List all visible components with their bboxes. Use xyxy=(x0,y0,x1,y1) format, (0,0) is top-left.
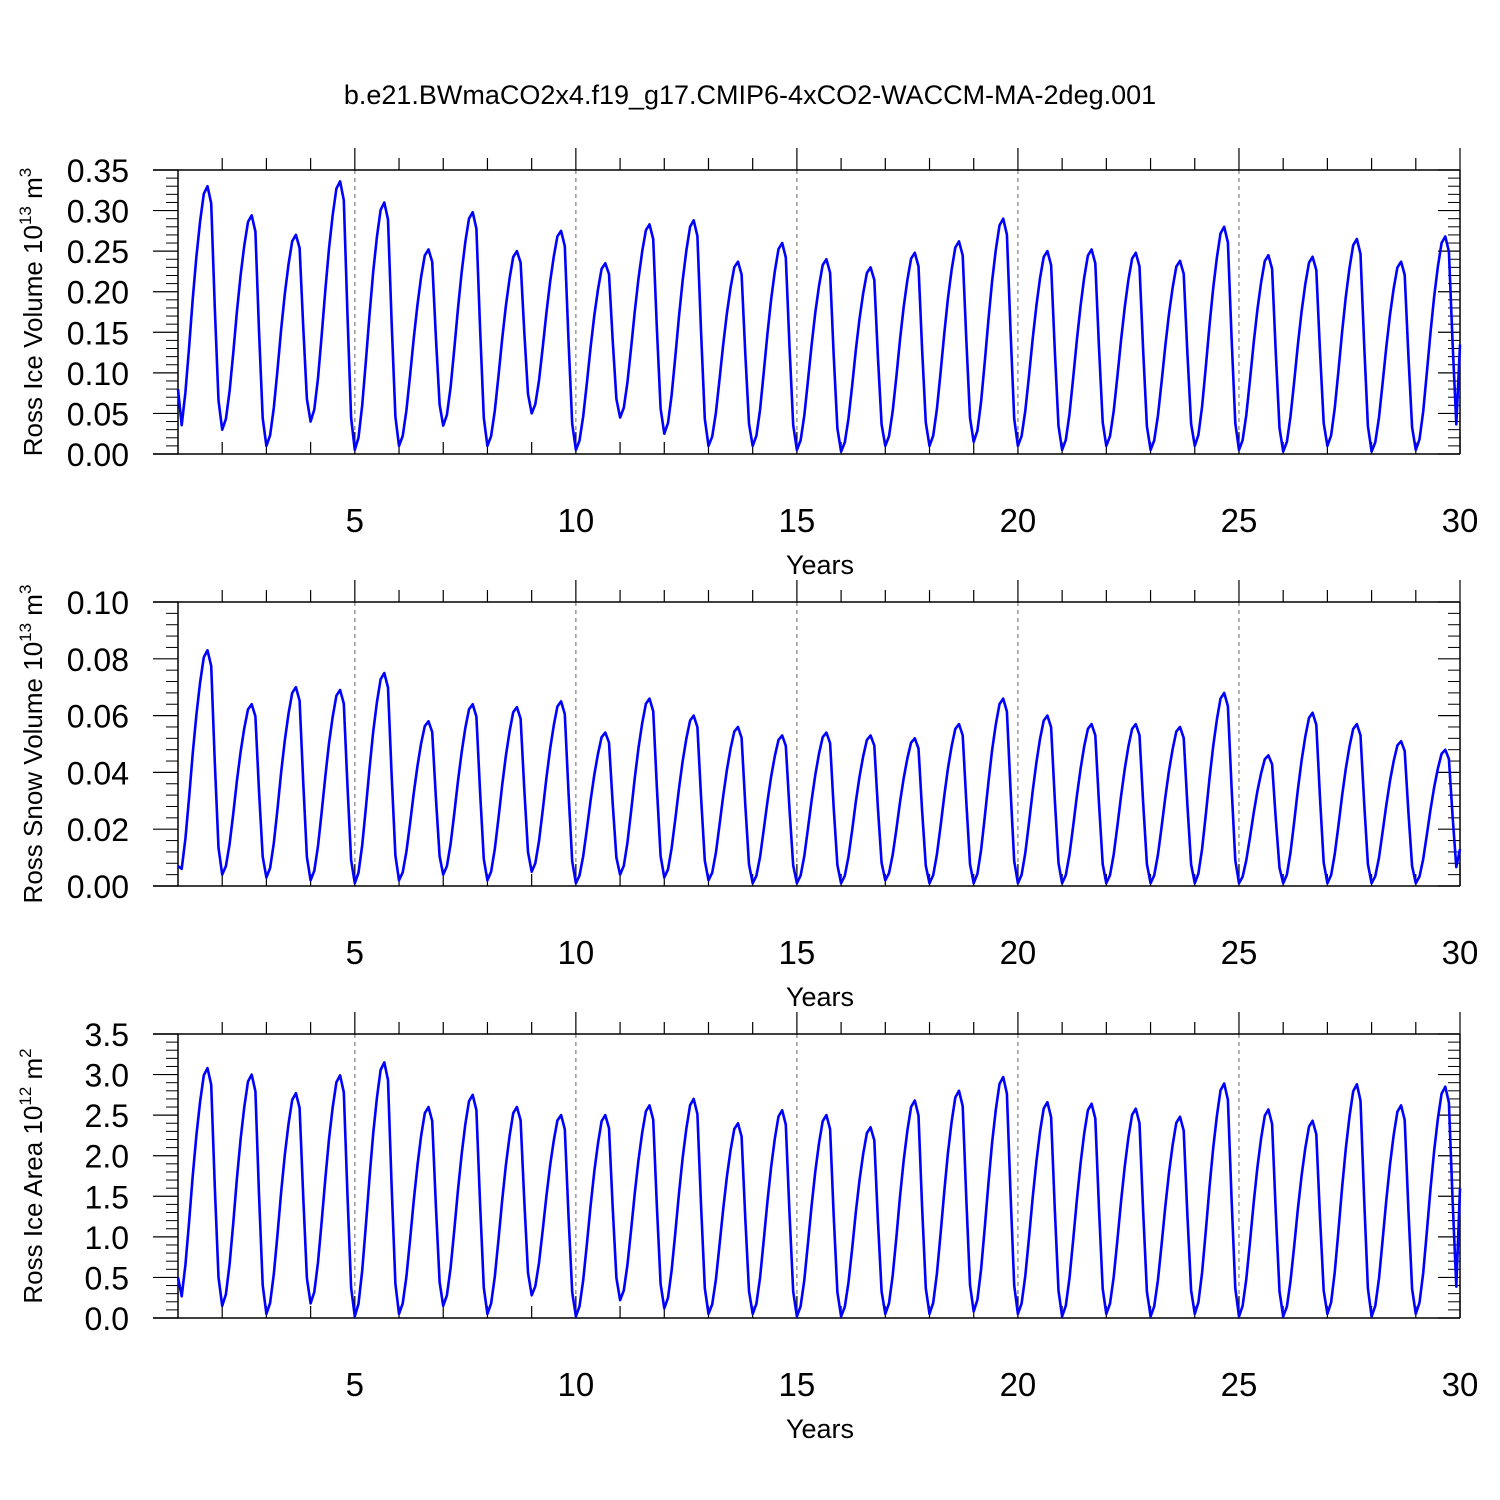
x-tick-label: 10 xyxy=(558,934,595,971)
x-tick-label: 5 xyxy=(346,934,364,971)
y-axis-label: Ross Ice Volume 1013 m3 xyxy=(16,168,48,457)
y-tick-label: 2.0 xyxy=(85,1139,129,1175)
y-axis-label-unit: m xyxy=(18,594,48,623)
y-axis-label-exponent: 12 xyxy=(16,1087,35,1106)
y-axis-label-exponent: 13 xyxy=(16,206,35,225)
y-axis-label-unit-power: 3 xyxy=(16,168,35,177)
y-tick-label: 0.05 xyxy=(67,396,129,432)
x-tick-label: 20 xyxy=(1000,934,1037,971)
x-tick-label: 5 xyxy=(346,1366,364,1403)
y-tick-label: 0.06 xyxy=(67,699,129,735)
y-axis-label: Ross Ice Area 1012 m2 xyxy=(16,1048,48,1303)
y-axis-label-text: Ross Ice Volume 10 xyxy=(18,225,48,456)
x-tick-label: 30 xyxy=(1442,502,1479,539)
x-tick-label: 10 xyxy=(558,502,595,539)
panel-ross-ice-volume: 5 10 15 20 25 30 0.00 0.05 0.10 0.15 0.20 0.25 0.30 0… xyxy=(16,148,1478,580)
y-tick-label: 1.5 xyxy=(85,1179,129,1215)
y-axis-label-exponent: 13 xyxy=(16,623,35,642)
y-tick-label: 0.08 xyxy=(67,642,129,678)
y-tick-label: 0.20 xyxy=(67,275,129,311)
y-tick-label: 0.00 xyxy=(67,437,129,473)
chart-title: b.e21.BWmaCO2x4.f19_g17.CMIP6-4xCO2-WACC… xyxy=(343,80,1157,110)
y-tick-label: 0.04 xyxy=(67,755,129,791)
series-line xyxy=(176,1061,1462,1318)
x-tick-label: 25 xyxy=(1221,934,1258,971)
panel-ross-ice-area: 5 10 15 20 25 30 0.0 0.5 1.0 1.5 2.0 2.5 3.0 3.5 Years… xyxy=(16,1012,1478,1444)
x-tick-label: 20 xyxy=(1000,502,1037,539)
series-line xyxy=(177,649,1462,885)
y-axis-label-unit: m xyxy=(18,1058,48,1087)
y-tick-label: 0.35 xyxy=(67,153,129,189)
y-tick-label: 1.0 xyxy=(85,1220,129,1256)
series-line xyxy=(176,180,1462,453)
y-axis-label-unit-power: 3 xyxy=(16,585,35,594)
y-tick-label: 3.0 xyxy=(85,1058,129,1094)
x-tick-label: 25 xyxy=(1221,1366,1258,1403)
x-tick-label: 15 xyxy=(779,502,816,539)
y-tick-label: 0.0 xyxy=(85,1301,129,1337)
x-tick-label: 15 xyxy=(779,1366,816,1403)
y-tick-label: 3.5 xyxy=(85,1017,129,1053)
x-tick-label: 20 xyxy=(1000,1366,1037,1403)
y-axis-label-text: Ross Snow Volume 10 xyxy=(18,642,48,904)
y-axis-label: Ross Snow Volume 1013 m3 xyxy=(16,585,48,904)
y-tick-label: 0.30 xyxy=(67,194,129,230)
x-tick-label: 30 xyxy=(1442,1366,1479,1403)
y-tick-label: 0.10 xyxy=(67,356,129,392)
y-tick-label: 0.10 xyxy=(67,585,129,621)
x-tick-label: 5 xyxy=(346,502,364,539)
x-tick-label: 25 xyxy=(1221,502,1258,539)
x-axis-label: Years xyxy=(786,982,854,1012)
y-axis-label-unit-power: 2 xyxy=(16,1048,35,1057)
x-axis-label: Years xyxy=(786,1414,854,1444)
panel-ross-snow-volume: 5 10 15 20 25 30 0.00 0.02 0.04 0.06 0.08 0.10 Years… xyxy=(16,580,1478,1012)
x-tick-label: 10 xyxy=(558,1366,595,1403)
y-tick-label: 0.25 xyxy=(67,234,129,270)
y-axis-label-text: Ross Ice Area 10 xyxy=(18,1106,48,1304)
y-tick-label: 2.5 xyxy=(85,1098,129,1134)
y-tick-label: 0.00 xyxy=(67,869,129,905)
x-tick-label: 30 xyxy=(1442,934,1479,971)
y-tick-label: 0.15 xyxy=(67,315,129,351)
x-tick-label: 15 xyxy=(779,934,816,971)
y-tick-label: 0.5 xyxy=(85,1260,129,1296)
y-tick-label: 0.02 xyxy=(67,812,129,848)
y-axis-label-unit: m xyxy=(18,177,48,206)
x-axis-label: Years xyxy=(786,550,854,580)
